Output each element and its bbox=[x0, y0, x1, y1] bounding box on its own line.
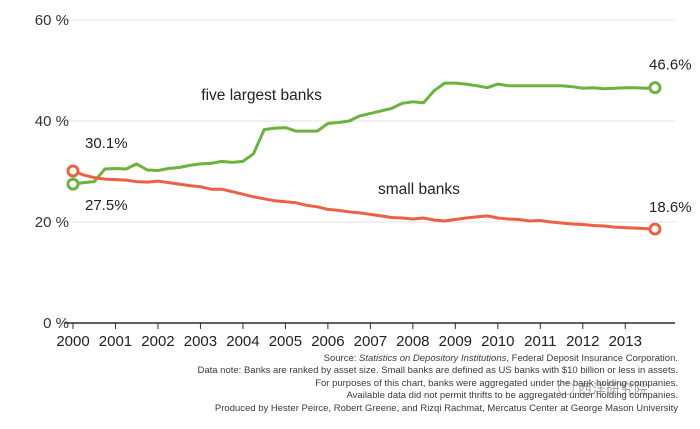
series-line-five-largest-banks bbox=[71, 81, 657, 186]
x-tick-label: 2004 bbox=[226, 333, 259, 350]
value-label: 18.6% bbox=[649, 199, 692, 216]
x-tick-label: 2006 bbox=[311, 333, 344, 350]
endpoint-marker-small-banks bbox=[648, 222, 662, 236]
source-note: Source: Statistics on Depository Institu… bbox=[323, 353, 678, 364]
x-tick-label: 2009 bbox=[439, 333, 472, 350]
y-tick-label: 40 % bbox=[35, 113, 69, 130]
value-label: 46.6% bbox=[649, 57, 692, 74]
value-label: 30.1% bbox=[85, 135, 128, 152]
series-label: five largest banks bbox=[201, 87, 322, 104]
y-tick-label: 0 % bbox=[43, 315, 69, 332]
x-tick-label: 2007 bbox=[354, 333, 387, 350]
x-tick-label: 2002 bbox=[141, 333, 174, 350]
thrift-note: Available data did not permit thrifts to… bbox=[346, 390, 678, 402]
series-label: small banks bbox=[378, 181, 460, 198]
x-tick-label: 2003 bbox=[184, 333, 217, 350]
x-tick-label: 2001 bbox=[99, 333, 132, 350]
value-label: 27.5% bbox=[85, 197, 128, 214]
x-tick-label: 2013 bbox=[609, 333, 642, 350]
annotation-layer: 30.1% 27.5% 46.6% 18.6% five largest banks sm… bbox=[85, 57, 692, 216]
data-note: Data note: Banks are ranked by asset siz… bbox=[197, 365, 678, 377]
x-axis-ticks: 2000 2001 2002 2003 2004 2005 2006 2007 2008 2009… bbox=[56, 323, 642, 350]
x-tick-label: 2010 bbox=[481, 333, 514, 350]
credits-note: Produced by Hester Peirce, Robert Greene… bbox=[214, 402, 678, 414]
x-tick-label: 2000 bbox=[56, 333, 89, 350]
x-tick-label: 2011 bbox=[524, 333, 556, 350]
chart-notes: Source: Statistics on Depository Institu… bbox=[118, 353, 678, 415]
series-line-small-banks bbox=[71, 169, 657, 231]
aggregation-note: For purposes of this chart, banks were a… bbox=[315, 377, 678, 389]
x-tick-label: 2012 bbox=[566, 333, 599, 350]
x-tick-label: 2005 bbox=[269, 333, 302, 350]
endpoint-marker-five-largest-banks bbox=[648, 81, 662, 95]
y-tick-label: 20 % bbox=[35, 214, 69, 231]
endpoint-marker-five-largest-banks bbox=[66, 177, 80, 191]
series-layer bbox=[66, 81, 662, 236]
y-tick-label: 60 % bbox=[35, 12, 69, 29]
x-tick-label: 2008 bbox=[396, 333, 429, 350]
watermark: 西洋研究院 bbox=[558, 379, 648, 399]
wechat-icon bbox=[558, 382, 574, 395]
endpoint-marker-small-banks bbox=[66, 164, 80, 178]
y-axis-ticks: 0 % 20 % 40 % 60 % bbox=[35, 12, 69, 332]
